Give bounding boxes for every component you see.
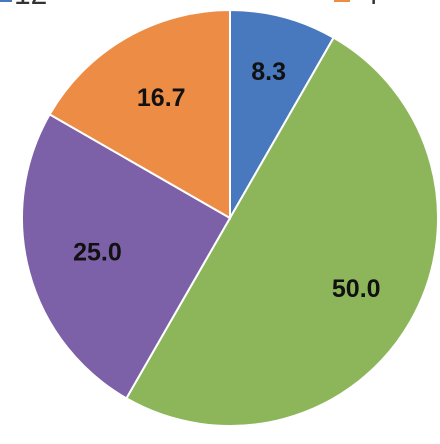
pie-slice-25-0 bbox=[21, 113, 232, 400]
pie-slice-16-7 bbox=[48, 8, 231, 220]
slice-label: 16.7 bbox=[137, 84, 186, 112]
slice-label: 8.3 bbox=[251, 58, 286, 86]
legend-swatch bbox=[334, 0, 350, 2]
legend-swatch bbox=[0, 0, 12, 2]
slice-label: 25.0 bbox=[73, 238, 122, 266]
slice-label: 50.0 bbox=[332, 275, 381, 303]
legend: 12 4 bbox=[0, 0, 379, 11]
pie-slices bbox=[21, 8, 439, 427]
pie-slice-8-3 bbox=[229, 8, 335, 222]
pie-slice-50-0 bbox=[125, 36, 439, 427]
legend-label: 12 bbox=[14, 0, 47, 11]
legend-label: 4 bbox=[362, 0, 379, 11]
slice-labels: 8.3 50.0 25.0 16.7 bbox=[73, 58, 380, 303]
